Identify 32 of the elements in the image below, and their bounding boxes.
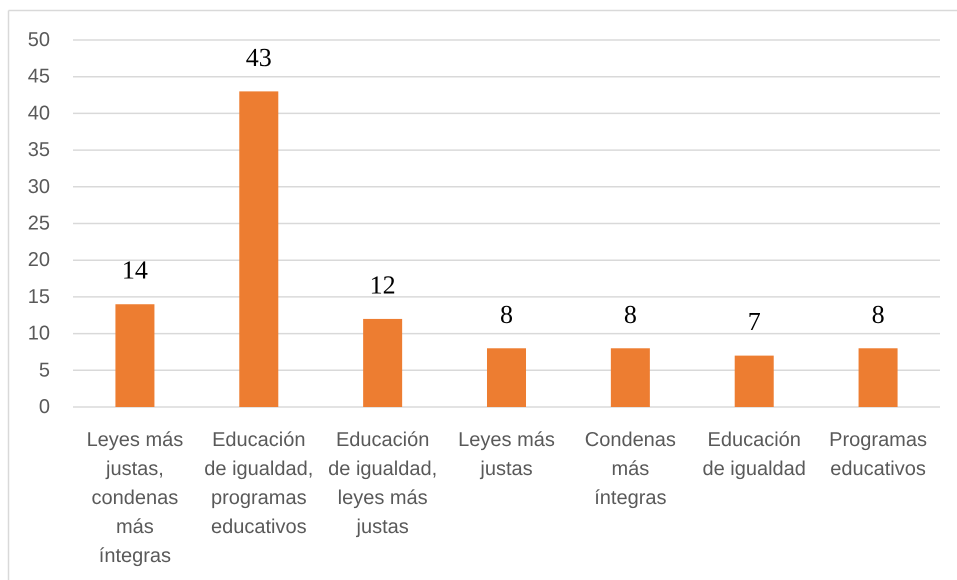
bar: [734, 356, 774, 407]
y-tick-label: 5: [38, 359, 50, 382]
bar: [115, 304, 154, 407]
y-tick-label: 25: [28, 212, 50, 234]
data-label: 8: [624, 300, 637, 329]
bar: [486, 348, 526, 407]
data-label: 7: [748, 307, 761, 336]
y-tick-label: 20: [28, 249, 50, 272]
bar: [239, 91, 278, 407]
bar: [610, 348, 650, 407]
data-label: 12: [370, 270, 396, 300]
y-tick-label: 0: [38, 396, 50, 418]
data-label: 43: [246, 42, 272, 72]
x-tick-label: Programas educativos: [829, 429, 927, 480]
data-label: 14: [122, 256, 148, 285]
bar: [858, 348, 898, 407]
x-tick-label: Condenas más íntegras: [584, 429, 676, 509]
x-tick-label: Leyes más justas, condenas más íntegras: [86, 429, 184, 567]
data-label: 8: [872, 300, 885, 329]
y-tick-label: 15: [28, 286, 50, 308]
y-tick-label: 10: [28, 322, 50, 345]
data-label: 8: [500, 300, 513, 329]
y-tick-label: 35: [28, 139, 50, 162]
y-tick-label: 50: [28, 29, 50, 51]
bar: [363, 318, 402, 407]
y-tick-label: 45: [28, 66, 50, 88]
x-tick-label: Educación de igualdad, programas educativos: [204, 429, 314, 538]
x-tick-label: Educación de igualdad, leyes más justas: [328, 429, 438, 538]
x-tick-label: Leyes más justas: [458, 429, 555, 480]
x-tick-label: Educación de igualdad: [702, 429, 806, 480]
y-tick-label: 40: [28, 102, 50, 124]
y-tick-label: 30: [28, 176, 50, 198]
